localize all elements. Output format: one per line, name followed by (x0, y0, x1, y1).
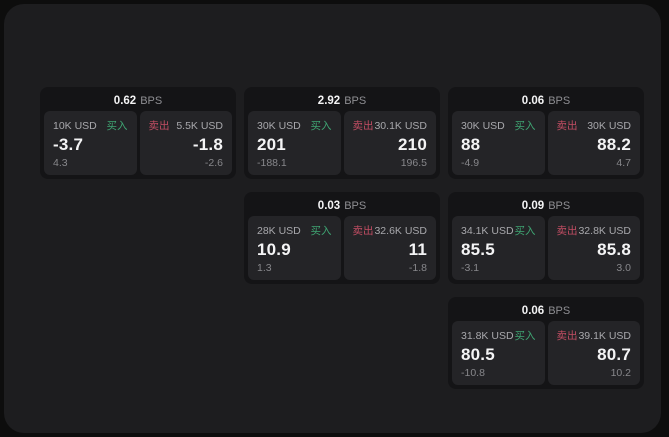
sell-amount: 32.6K USD (374, 225, 427, 237)
spread-value: 2.92 (317, 95, 341, 107)
buy-label: 买入 (310, 225, 332, 237)
spread-header: 0.03 BPS (248, 196, 436, 216)
quote-card: 0.62 BPS 10K USD 买入 -3.7 4.3 卖出 5.5K USD (40, 87, 236, 179)
buy-panel[interactable]: 30K USD 买入 201 -188.1 (248, 111, 341, 175)
sell-sub-value: 196.5 (400, 157, 427, 169)
buy-sub-value: -10.8 (461, 367, 485, 379)
buy-amount: 34.1K USD (461, 225, 514, 237)
buy-amount: 31.8K USD (461, 330, 514, 342)
sell-label: 卖出 (556, 330, 578, 342)
buy-amount: 10K USD (53, 120, 97, 132)
buy-sub-value: 4.3 (53, 157, 68, 169)
buy-amount: 30K USD (461, 120, 505, 132)
sell-sub-value: 4.7 (616, 157, 631, 169)
sell-panel[interactable]: 卖出 32.6K USD 11 -1.8 (343, 216, 436, 280)
sell-panel[interactable]: 卖出 30.1K USD 210 196.5 (343, 111, 436, 175)
buy-panel[interactable]: 34.1K USD 买入 85.5 -3.1 (452, 216, 545, 280)
buy-label: 买入 (310, 120, 332, 132)
buy-label: 买入 (514, 225, 536, 237)
spread-header: 0.06 BPS (452, 301, 640, 321)
buy-price: 88 (461, 135, 481, 154)
sell-amount: 5.5K USD (176, 120, 223, 132)
app-window: 0.62 BPS 10K USD 买入 -3.7 4.3 卖出 5.5K USD (4, 4, 661, 433)
sell-price: 11 (408, 240, 427, 259)
quote-card-grid: 0.62 BPS 10K USD 买入 -3.7 4.3 卖出 5.5K USD (40, 87, 644, 389)
sell-price: -1.8 (192, 135, 223, 154)
sell-price: 210 (398, 135, 427, 154)
sell-label: 卖出 (352, 120, 374, 132)
quote-card: 0.06 BPS 30K USD 买入 88 -4.9 卖出 30K USD (448, 87, 644, 179)
buy-sub-value: -4.9 (461, 157, 480, 169)
sell-sub-value: 3.0 (616, 262, 631, 274)
sell-panel[interactable]: 卖出 32.8K USD 85.8 3.0 (547, 216, 640, 280)
quote-panels: 28K USD 买入 10.9 1.3 卖出 32.6K USD 11 -1.8 (248, 216, 436, 280)
spread-header: 0.06 BPS (452, 91, 640, 111)
sell-amount: 30.1K USD (374, 120, 427, 132)
spread-unit: BPS (140, 95, 163, 107)
buy-panel[interactable]: 10K USD 买入 -3.7 4.3 (44, 111, 137, 175)
sell-sub-value: -2.6 (204, 157, 223, 169)
spread-value: 0.03 (317, 200, 341, 212)
quote-panels: 30K USD 买入 88 -4.9 卖出 30K USD 88.2 4.7 (452, 111, 640, 175)
sell-panel[interactable]: 卖出 39.1K USD 80.7 10.2 (547, 321, 640, 385)
buy-panel[interactable]: 30K USD 买入 88 -4.9 (452, 111, 545, 175)
sell-sub-value: -1.8 (408, 262, 427, 274)
sell-price: 85.8 (597, 240, 631, 259)
buy-label: 买入 (514, 120, 536, 132)
quote-card: 2.92 BPS 30K USD 买入 201 -188.1 卖出 30.1K … (244, 87, 440, 179)
spread-unit: BPS (344, 95, 367, 107)
spread-unit: BPS (344, 200, 367, 212)
sell-label: 卖出 (556, 225, 578, 237)
spread-value: 0.06 (521, 95, 545, 107)
buy-label: 买入 (514, 330, 536, 342)
quote-panels: 10K USD 买入 -3.7 4.3 卖出 5.5K USD -1.8 -2.… (44, 111, 232, 175)
sell-price: 80.7 (597, 345, 631, 364)
quote-card: 0.03 BPS 28K USD 买入 10.9 1.3 卖出 32.6K US… (244, 192, 440, 284)
spread-header: 2.92 BPS (248, 91, 436, 111)
buy-sub-value: -188.1 (257, 157, 287, 169)
buy-sub-value: 1.3 (257, 262, 272, 274)
sell-label: 卖出 (556, 120, 578, 132)
buy-panel[interactable]: 31.8K USD 买入 80.5 -10.8 (452, 321, 545, 385)
spread-unit: BPS (548, 200, 571, 212)
buy-price: 10.9 (257, 240, 291, 259)
sell-label: 卖出 (148, 120, 170, 132)
quote-card: 0.06 BPS 31.8K USD 买入 80.5 -10.8 卖出 39.1… (448, 297, 644, 389)
spread-unit: BPS (548, 305, 571, 317)
buy-price: 85.5 (461, 240, 495, 259)
buy-amount: 28K USD (257, 225, 301, 237)
sell-panel[interactable]: 卖出 5.5K USD -1.8 -2.6 (139, 111, 232, 175)
buy-price: -3.7 (53, 135, 84, 154)
sell-price: 88.2 (597, 135, 631, 154)
sell-panel[interactable]: 卖出 30K USD 88.2 4.7 (547, 111, 640, 175)
spread-value: 0.06 (521, 305, 545, 317)
sell-amount: 32.8K USD (578, 225, 631, 237)
sell-amount: 30K USD (587, 120, 631, 132)
quote-panels: 30K USD 买入 201 -188.1 卖出 30.1K USD 210 1… (248, 111, 436, 175)
quote-card: 0.09 BPS 34.1K USD 买入 85.5 -3.1 卖出 32.8K… (448, 192, 644, 284)
spread-value: 0.62 (113, 95, 137, 107)
buy-price: 201 (257, 135, 286, 154)
sell-sub-value: 10.2 (610, 367, 631, 379)
sell-amount: 39.1K USD (578, 330, 631, 342)
buy-panel[interactable]: 28K USD 买入 10.9 1.3 (248, 216, 341, 280)
quote-panels: 31.8K USD 买入 80.5 -10.8 卖出 39.1K USD 80.… (452, 321, 640, 385)
buy-label: 买入 (106, 120, 128, 132)
buy-price: 80.5 (461, 345, 495, 364)
buy-sub-value: -3.1 (461, 262, 480, 274)
spread-unit: BPS (548, 95, 571, 107)
spread-header: 0.62 BPS (44, 91, 232, 111)
sell-label: 卖出 (352, 225, 374, 237)
spread-header: 0.09 BPS (452, 196, 640, 216)
spread-value: 0.09 (521, 200, 545, 212)
quote-panels: 34.1K USD 买入 85.5 -3.1 卖出 32.8K USD 85.8… (452, 216, 640, 280)
buy-amount: 30K USD (257, 120, 301, 132)
